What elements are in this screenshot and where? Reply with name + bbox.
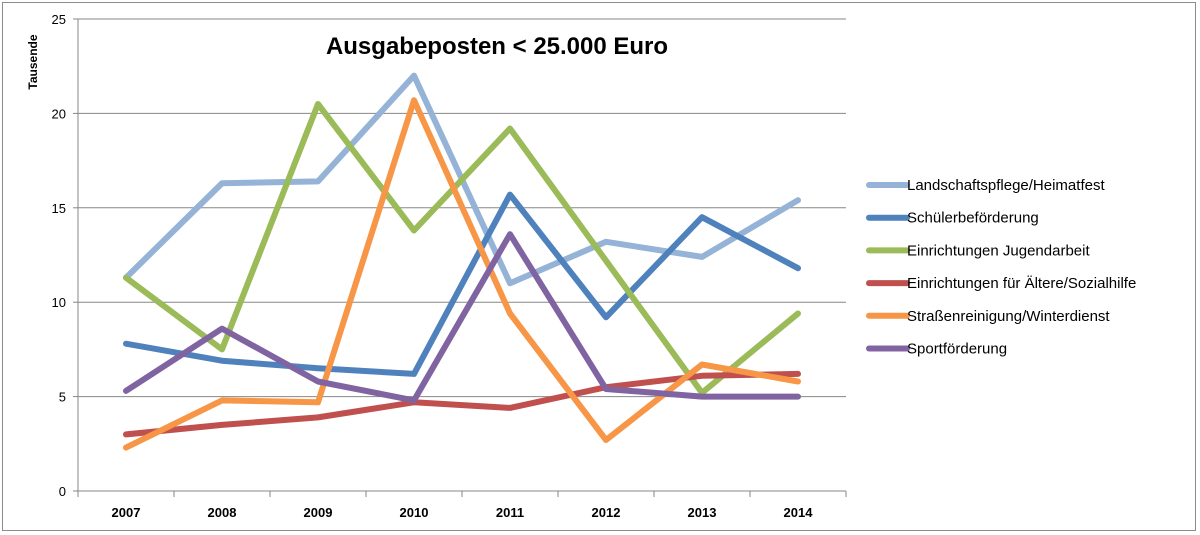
x-tick-label: 2008 — [208, 505, 237, 520]
chart-title: Ausgabeposten < 25.000 Euro — [326, 33, 668, 60]
legend-label: Sportförderung — [907, 341, 1007, 358]
x-tick-label: 2010 — [400, 505, 429, 520]
x-tick-label: 2007 — [112, 505, 141, 520]
x-tick-label: 2014 — [784, 505, 814, 520]
y-tick-label: 0 — [59, 484, 66, 499]
y-tick-label: 5 — [59, 390, 66, 405]
legend-label: Schülerbeförderung — [907, 210, 1039, 227]
legend-label: Straßenreinigung/Winterdienst — [907, 308, 1110, 325]
x-tick-label: 2012 — [592, 505, 621, 520]
y-tick-labels: 0 5 10 15 20 25 — [52, 12, 66, 499]
y-tick-label: 10 — [52, 295, 66, 310]
legend-label: Landschaftspflege/Heimatfest — [907, 177, 1105, 194]
series-line-6 — [123, 231, 801, 404]
x-tick-label: 2009 — [304, 505, 333, 520]
axes — [73, 18, 847, 497]
y-axis-label: Tausende — [26, 34, 40, 89]
legend: Landschaftspflege/Heimatfest Schülerbeför… — [866, 177, 1136, 358]
x-tick-label: 2013 — [688, 505, 717, 520]
x-tick-labels: 2007 2008 2009 2010 2011 2012 2013 2014 — [112, 505, 814, 520]
series-line-5 — [123, 97, 801, 451]
series-lines — [123, 72, 801, 451]
series-line-2 — [123, 191, 801, 377]
legend-label: Einrichtungen für Ältere/Sozialhilfe — [907, 275, 1136, 292]
x-tick-label: 2011 — [496, 505, 524, 520]
legend-label: Einrichtungen Jugendarbeit — [907, 242, 1090, 259]
y-tick-label: 20 — [52, 106, 66, 121]
series-line-3 — [123, 101, 801, 396]
y-tick-label: 15 — [52, 201, 66, 216]
y-tick-label: 25 — [52, 12, 66, 27]
